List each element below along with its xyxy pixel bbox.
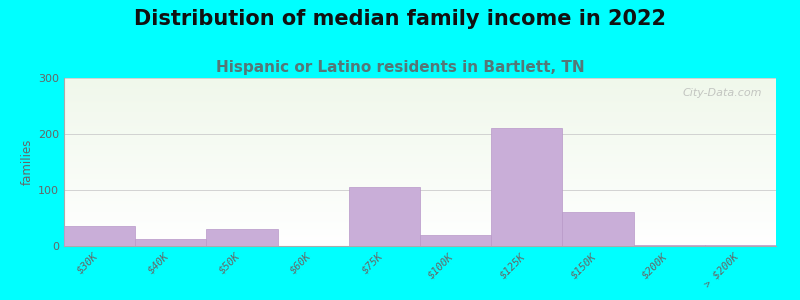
Bar bbox=[349, 187, 420, 246]
Bar bbox=[64, 226, 135, 246]
Bar bbox=[420, 235, 491, 246]
Bar bbox=[491, 128, 562, 246]
Text: City-Data.com: City-Data.com bbox=[682, 88, 762, 98]
Bar bbox=[135, 239, 206, 246]
Bar bbox=[634, 245, 705, 246]
Bar bbox=[562, 212, 634, 246]
Text: Hispanic or Latino residents in Bartlett, TN: Hispanic or Latino residents in Bartlett… bbox=[216, 60, 584, 75]
Text: Distribution of median family income in 2022: Distribution of median family income in … bbox=[134, 9, 666, 29]
Bar bbox=[705, 245, 776, 246]
Y-axis label: families: families bbox=[21, 139, 34, 185]
Bar bbox=[206, 229, 278, 246]
